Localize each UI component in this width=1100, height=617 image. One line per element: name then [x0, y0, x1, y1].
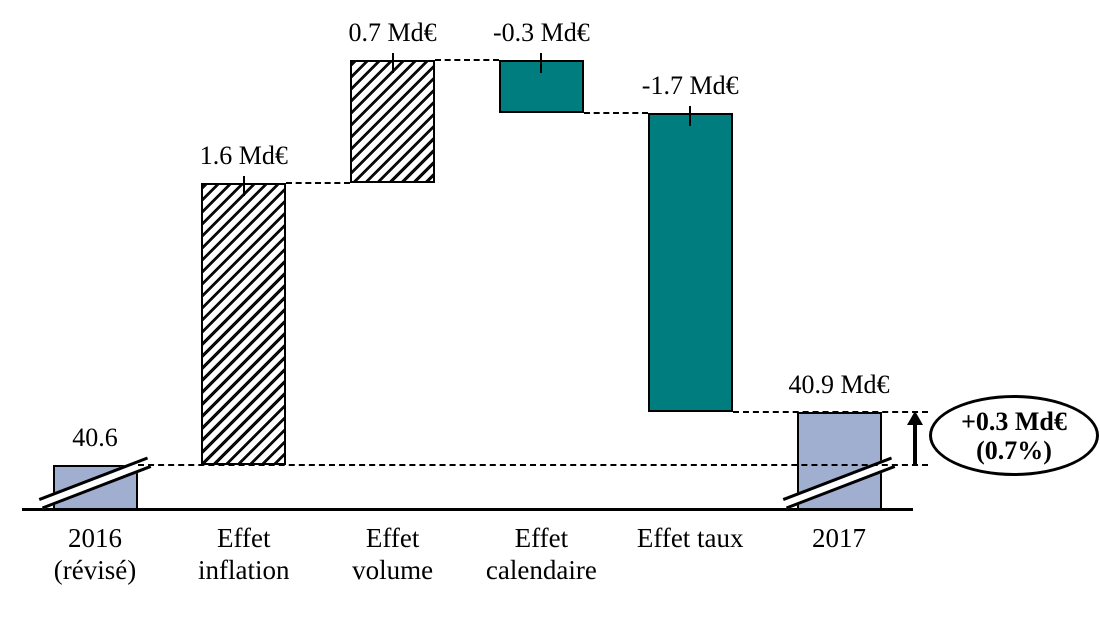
bar-effet-volume: [350, 59, 436, 184]
value-label-effet-calendaire: -0.3 Md€: [493, 17, 590, 47]
value-label-effet-inflation: 1.6 Md€: [199, 141, 288, 171]
axis-label-effet-inflation: Effet inflation: [198, 523, 290, 585]
summary-ellipse: +0.3 Md€ (0.7%): [929, 395, 1099, 476]
label-leader-tick-effet-taux: [689, 105, 692, 126]
axis-label-effet-calendaire: Effet calendaire: [485, 523, 597, 585]
level-connector-effet-inflation: [137, 464, 928, 466]
label-leader-tick-effet-volume: [391, 52, 394, 73]
axis-label-effet-taux: Effet taux: [636, 523, 744, 553]
value-label-effet-taux: -1.7 Md€: [641, 70, 739, 100]
axis-label-2016-revise: 2016 (révisé): [53, 523, 137, 585]
bar-effet-inflation: [201, 183, 287, 465]
increase-arrow-shaft: [913, 423, 917, 464]
value-label-2016-revise: 40.6: [72, 423, 118, 452]
level-connector-effet-calendaire: [435, 58, 499, 61]
summary-change-value: +0.3 Md€: [961, 406, 1067, 436]
level-connector-2017: [732, 411, 928, 414]
label-leader-tick-effet-inflation: [242, 176, 245, 197]
increase-arrow-head: [907, 411, 923, 425]
bar-effet-taux: [647, 112, 733, 413]
value-label-effet-volume: 0.7 Md€: [348, 17, 437, 47]
x-axis-line: [22, 508, 913, 511]
axis-label-2017: 2017: [812, 523, 866, 553]
axis-label-effet-volume: Effet volume: [352, 523, 434, 585]
level-connector-effet-volume: [286, 182, 351, 185]
summary-change-percent: (0.7%): [976, 435, 1052, 465]
level-connector-effet-taux: [583, 111, 648, 114]
value-label-2017: 40.9 Md€: [788, 370, 890, 400]
label-leader-tick-effet-calendaire: [540, 52, 543, 73]
